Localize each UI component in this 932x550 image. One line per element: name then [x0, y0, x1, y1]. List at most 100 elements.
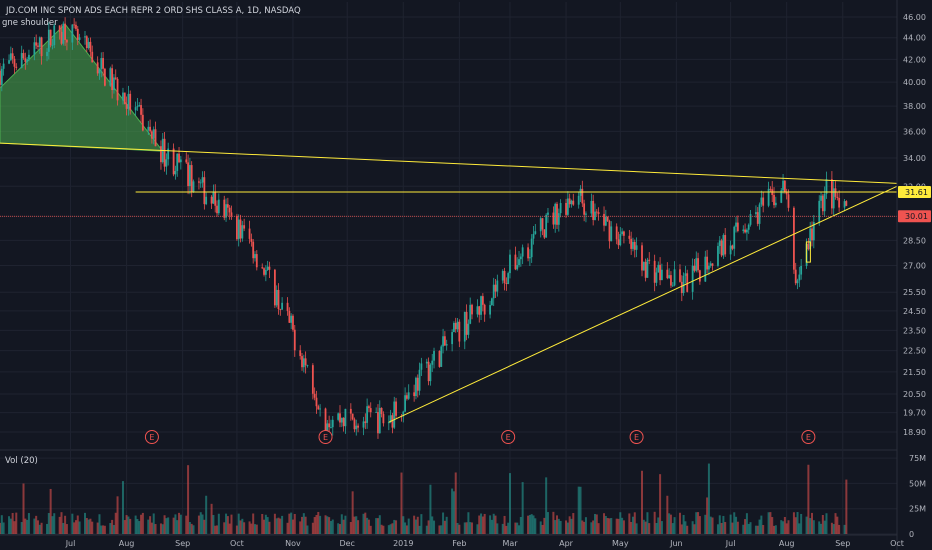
candle-213: [539, 216, 542, 238]
candle-325: [821, 193, 824, 215]
price-tick-4: 38.00: [903, 102, 926, 111]
volume-bar-87: [217, 513, 220, 534]
candle-300: [758, 202, 761, 230]
volume-bar-85: [214, 525, 217, 534]
price-tick-0: 46.00: [903, 13, 926, 22]
volume-bar-310: [783, 516, 786, 534]
time-axis[interactable]: Jul Aug Sep Oct Nov Dec 2019 Feb Mar Apr May Jun Jul…: [65, 539, 904, 548]
candle-85: [214, 184, 217, 213]
candle-292: [736, 215, 739, 233]
candle-332: [838, 190, 841, 212]
descending-trendline[interactable]: [0, 142, 898, 184]
candle-169: [427, 357, 430, 386]
earnings-marker-2[interactable]: E: [318, 430, 333, 444]
volume-bar-115: [290, 512, 293, 534]
volume-bar-98: [248, 521, 251, 534]
candle-33: [84, 31, 86, 45]
volume-bar-54: [136, 518, 139, 534]
volume-tick-3: 0: [909, 530, 914, 539]
volume-bar-8: [20, 522, 23, 534]
candle-273: [691, 258, 694, 300]
candle-289: [731, 244, 734, 251]
earnings-marker-1[interactable]: E: [144, 430, 159, 444]
candle-266: [671, 282, 674, 287]
price-axis[interactable]: 46.0044.0042.0040.0038.0036.0034.0032.00…: [896, 0, 932, 550]
candle-1: [0, 66, 3, 92]
candle-35: [87, 37, 90, 50]
volume-bar-209: [528, 514, 531, 534]
candle-322: [812, 214, 815, 249]
candle-206: [519, 253, 522, 267]
candle-229: [579, 185, 582, 202]
volume-bar-33: [83, 512, 86, 534]
candle-297: [749, 209, 752, 227]
volume-bar-178: [451, 488, 454, 534]
candle-44: [111, 64, 114, 99]
volume-bar-13: [33, 518, 36, 534]
rising-support[interactable]: [388, 185, 898, 423]
volume-bar-35: [87, 519, 90, 534]
candle-250: [632, 237, 634, 252]
candle-125: [315, 390, 318, 414]
volume-bar-180: [454, 472, 457, 534]
volume-bar-62: [154, 524, 157, 534]
candle-156: [393, 396, 396, 429]
volume-bar-258: [653, 511, 656, 534]
candle-284: [718, 236, 721, 254]
candle-291: [735, 216, 737, 233]
earnings-marker-5[interactable]: E: [801, 430, 816, 444]
volume-bar-218: [552, 511, 555, 534]
candle-252: [635, 237, 638, 258]
candle-319: [807, 238, 810, 251]
volume-bar-319: [807, 464, 810, 534]
volume-bar-330: [834, 513, 837, 534]
candle-150: [378, 400, 381, 434]
volume-bar-161: [405, 525, 408, 534]
volume-bar-135: [340, 514, 343, 534]
candle-23: [58, 25, 61, 40]
candle-264: [668, 268, 671, 279]
earnings-marker-4[interactable]: E: [629, 430, 644, 444]
volume-bar-201: [507, 522, 510, 534]
volume-bar-138: [349, 521, 352, 534]
candle-278: [704, 250, 707, 282]
candle-139: [351, 413, 354, 421]
candle-69: [174, 165, 177, 180]
volume-bar-144: [364, 512, 367, 534]
volume-bar-259: [655, 522, 658, 534]
earnings-marker-3[interactable]: E: [501, 430, 516, 444]
volume-bar-150: [378, 515, 381, 534]
candle-334: [845, 200, 848, 207]
candle-140: [353, 417, 356, 433]
volume-bar-236: [595, 514, 598, 534]
volume-bar-247: [622, 520, 625, 534]
volume-bar-195: [492, 513, 495, 534]
volume-bar-261: [659, 474, 662, 534]
volume-bar-198: [501, 523, 504, 534]
volume-bar-182: [458, 524, 461, 534]
candle-116: [292, 314, 294, 332]
volume-bar-34: [85, 517, 88, 534]
volume-bar-121: [304, 516, 307, 534]
candle-282: [711, 263, 714, 271]
volume-bar-94: [237, 513, 240, 534]
candle-182: [458, 319, 461, 348]
volume-bar-268: [678, 512, 681, 534]
candle-146: [368, 404, 370, 413]
volume-bar-254: [642, 519, 645, 534]
volume-bar-55: [138, 521, 141, 534]
candle-24: [60, 24, 63, 46]
volume-bar-108: [273, 513, 276, 534]
volume-bar-245: [619, 512, 622, 534]
volume-bar-140: [353, 516, 356, 534]
candle-98: [248, 220, 251, 244]
candle-68: [172, 143, 175, 177]
volume-bar-110: [277, 517, 280, 534]
volume-bar-128: [324, 515, 327, 534]
candle-327: [825, 171, 828, 199]
volume-bar-37: [91, 521, 94, 534]
candle-103: [261, 263, 264, 270]
time-tick-12: Jul: [725, 539, 736, 548]
